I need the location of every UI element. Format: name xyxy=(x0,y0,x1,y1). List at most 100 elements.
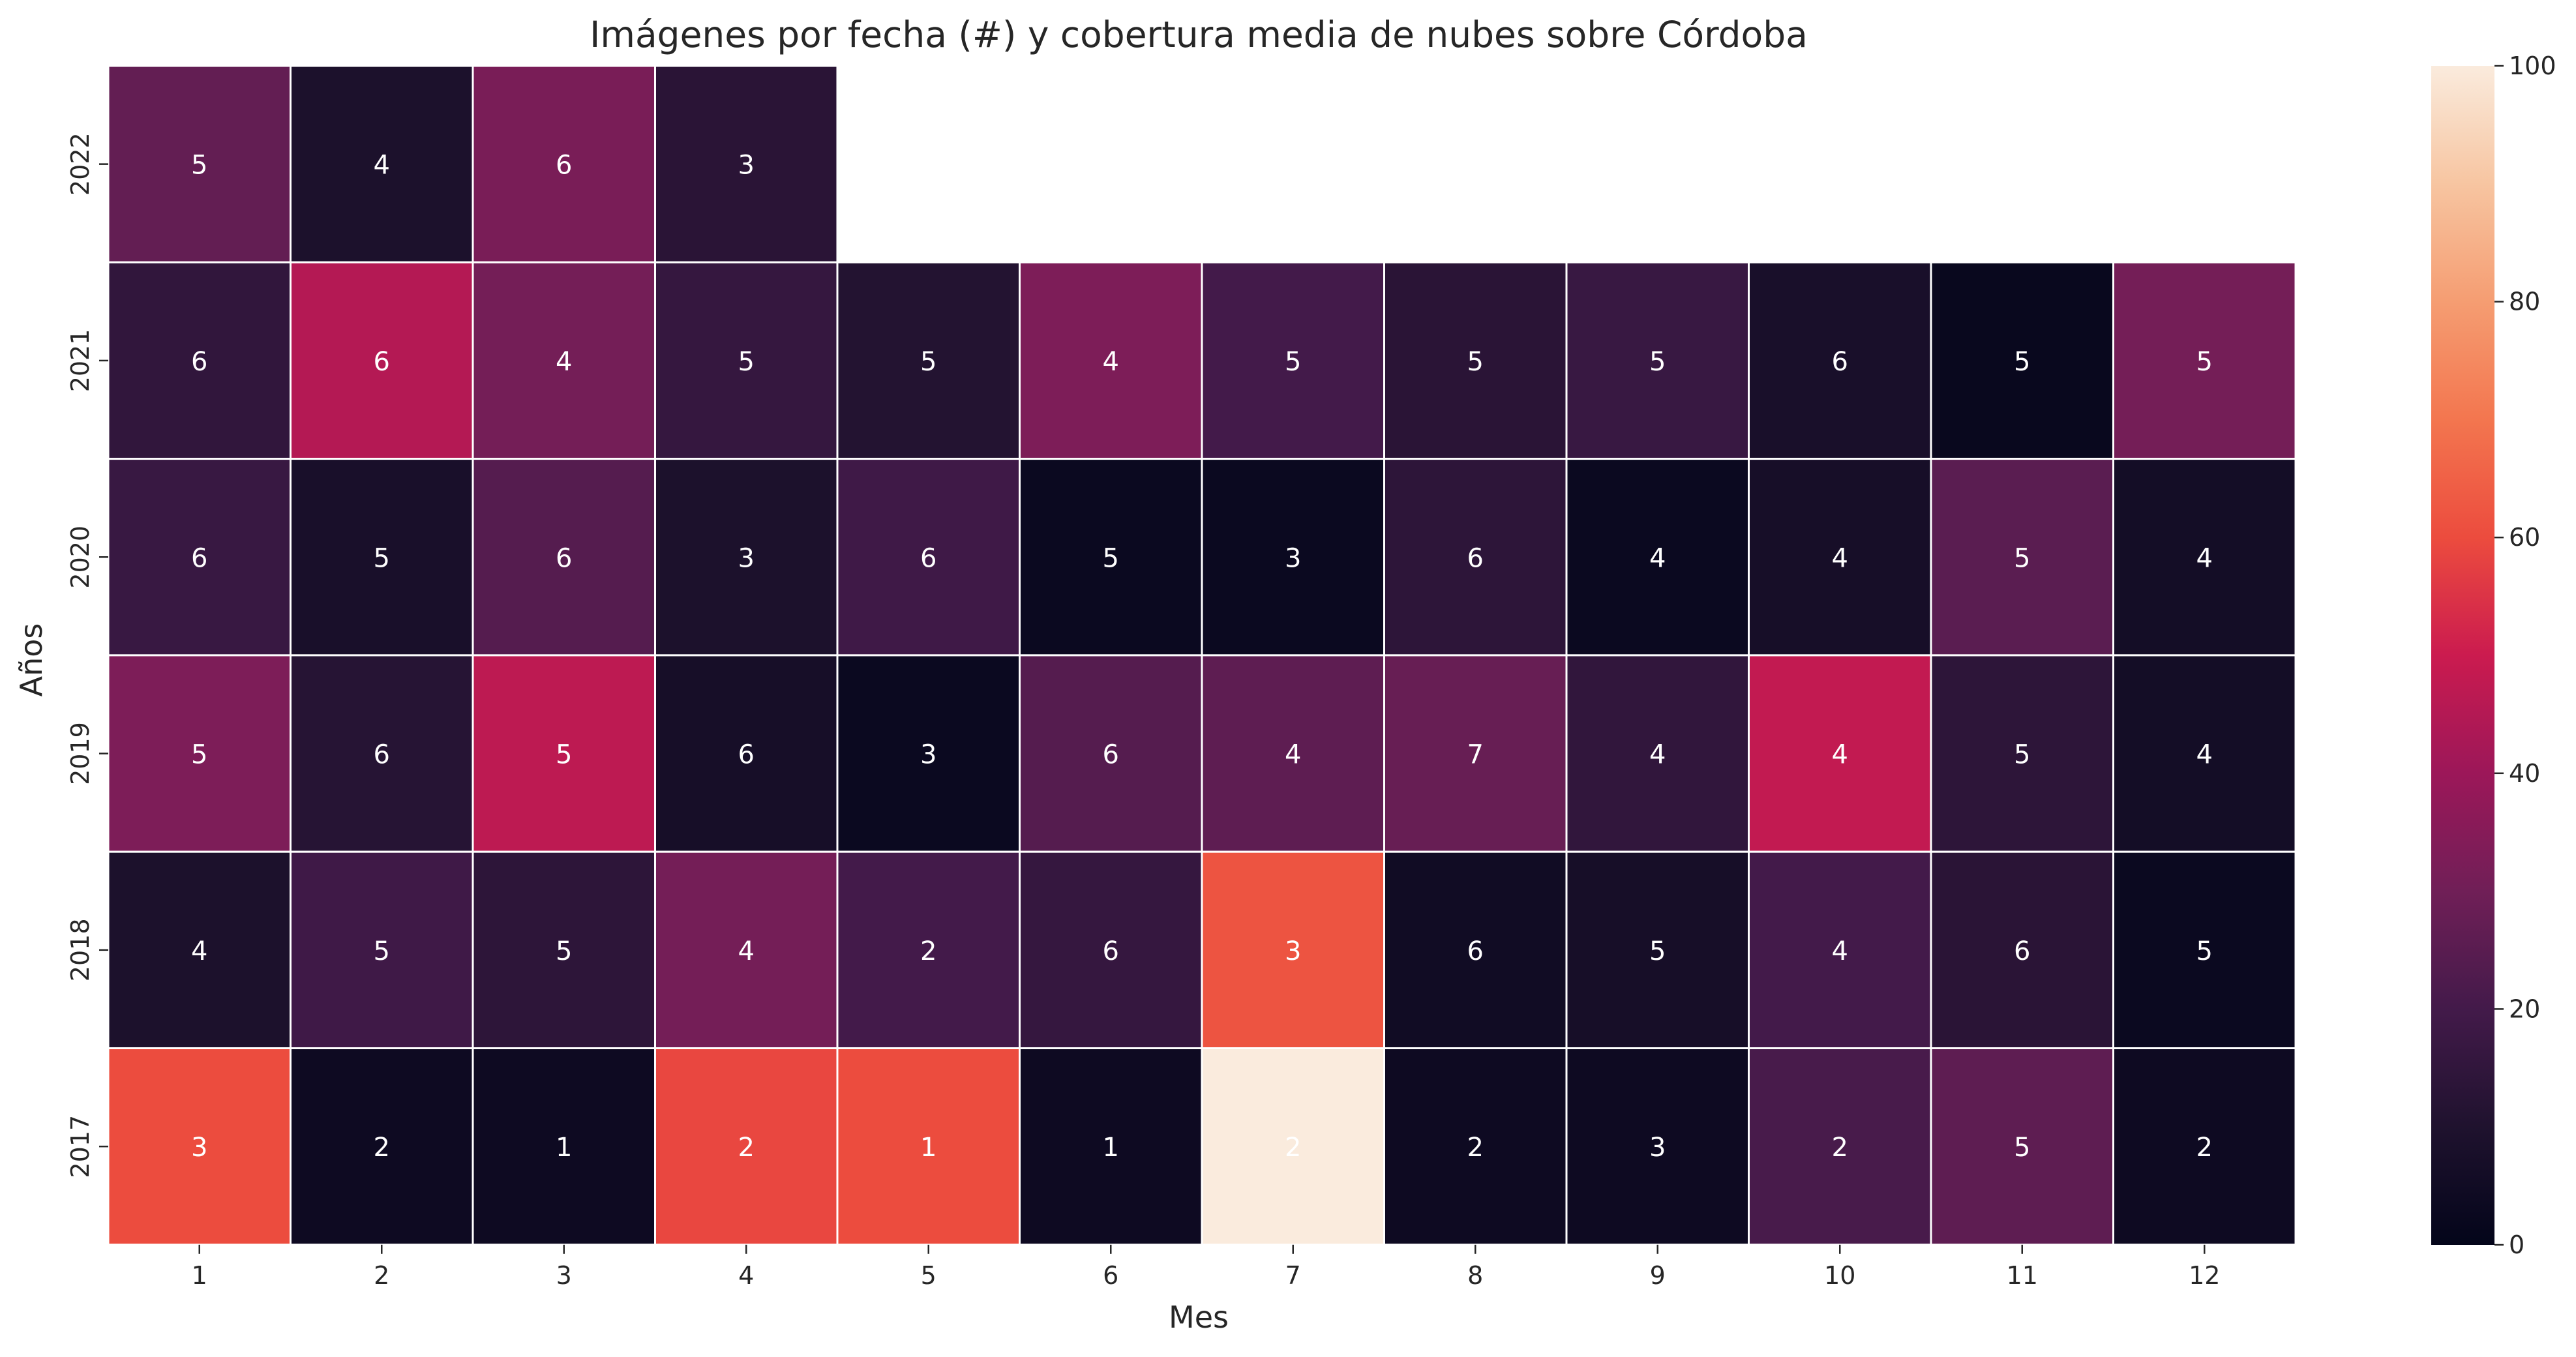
heatmap-cell xyxy=(1201,654,1385,853)
colorbar-tick-label: 0 xyxy=(2509,1230,2524,1259)
x-axis: 1 2 3 4 5 6 7 8 9 10 11 12 xyxy=(192,1244,2220,1290)
cell-annotation: 4 xyxy=(1285,740,1301,770)
cell-annotation: 5 xyxy=(2196,936,2213,966)
x-tick-label: 10 xyxy=(1824,1261,1855,1290)
heatmap-cell xyxy=(836,458,1021,657)
cell-annotation: 2 xyxy=(920,936,936,966)
colorbar-tick-label: 40 xyxy=(2509,759,2540,788)
heatmap-cell xyxy=(1748,850,1932,1049)
cell-annotation: 6 xyxy=(2014,936,2030,966)
heatmap-cell xyxy=(107,458,292,657)
cell-annotation: 5 xyxy=(1103,543,1119,573)
cell-annotation: 3 xyxy=(191,1133,207,1163)
heatmap-cell xyxy=(1565,654,1750,853)
cell-annotation: 5 xyxy=(374,936,390,966)
heatmap-cell xyxy=(290,850,474,1049)
cell-annotation: 6 xyxy=(1467,936,1484,966)
x-tick-label: 3 xyxy=(556,1261,572,1290)
heatmap-cell xyxy=(107,654,292,853)
heatmap-cell xyxy=(1565,850,1750,1049)
x-axis-label: Mes xyxy=(1169,1300,1229,1335)
colorbar: 0 20 40 60 80 100 xyxy=(2431,52,2556,1259)
heatmap-cell xyxy=(1019,261,1203,460)
heatmap-cell xyxy=(836,850,1021,1049)
cell-annotation: 6 xyxy=(374,347,390,377)
cell-annotation: 4 xyxy=(738,936,755,966)
cell-annotation: 3 xyxy=(738,151,755,181)
heatmap-cell xyxy=(1748,654,1932,853)
heatmap-cell xyxy=(2112,458,2297,657)
cell-annotation: 5 xyxy=(1467,347,1484,377)
heatmap-cells xyxy=(107,65,2297,1246)
cell-annotation: 1 xyxy=(920,1133,936,1163)
cell-annotation: 4 xyxy=(556,347,572,377)
x-tick-label: 1 xyxy=(192,1261,207,1290)
heatmap-cell xyxy=(836,1047,1021,1246)
cell-annotation: 5 xyxy=(191,151,207,181)
y-axis-label: Años xyxy=(14,623,49,697)
heatmap-cell xyxy=(290,261,474,460)
cell-annotation: 5 xyxy=(556,740,572,770)
cell-annotation: 4 xyxy=(1832,543,1848,573)
heatmap-cell xyxy=(1019,850,1203,1049)
cell-annotation: 2 xyxy=(1285,1133,1301,1163)
cell-annotation: 1 xyxy=(1103,1133,1119,1163)
heatmap-cell xyxy=(1201,850,1385,1049)
cell-annotation: 6 xyxy=(1103,936,1119,966)
chart-title: Imágenes por fecha (#) y cobertura media… xyxy=(590,14,1808,55)
cell-annotation: 4 xyxy=(1832,740,1848,770)
cell-annotation: 2 xyxy=(374,1133,390,1163)
y-tick-label: 2018 xyxy=(66,918,95,981)
heatmap-cell xyxy=(472,1047,656,1246)
cell-annotation: 5 xyxy=(2196,347,2213,377)
heatmap-cell xyxy=(1019,458,1203,657)
cell-annotation: 4 xyxy=(1649,543,1666,573)
heatmap-cell xyxy=(107,65,292,263)
cell-annotation: 4 xyxy=(191,936,207,966)
heatmap-cell xyxy=(2112,654,2297,853)
heatmap-cell xyxy=(107,261,292,460)
heatmap-cell xyxy=(1565,1047,1750,1246)
heatmap-cell xyxy=(1565,261,1750,460)
colorbar-tick-label: 80 xyxy=(2509,288,2540,316)
cell-annotation: 5 xyxy=(191,740,207,770)
cell-annotations: 5 4 6 3 6 6 4 5 5 4 5 5 5 6 5 5 6 5 6 3 6 5 3 6 4 4 5 4 5 6 5 6 3 6 4 7 4 4 5 4… xyxy=(191,151,2213,1163)
cell-annotation: 5 xyxy=(920,347,936,377)
cell-annotation: 3 xyxy=(738,543,755,573)
heatmap-cell xyxy=(654,458,839,657)
cell-annotation: 5 xyxy=(2014,543,2030,573)
y-tick-label: 2022 xyxy=(66,132,95,196)
heatmap-cell xyxy=(1748,261,1932,460)
cell-annotation: 5 xyxy=(556,936,572,966)
heatmap-cell xyxy=(1383,654,1568,853)
cell-annotation: 6 xyxy=(191,543,207,573)
heatmap-cell xyxy=(1930,850,2114,1049)
heatmap-cell xyxy=(1383,261,1568,460)
x-tick-label: 6 xyxy=(1103,1261,1118,1290)
heatmap-cell xyxy=(1930,654,2114,853)
x-tick-label: 11 xyxy=(2007,1261,2038,1290)
cell-annotation: 2 xyxy=(2196,1133,2213,1163)
cell-annotation: 6 xyxy=(191,347,207,377)
heatmap-cell xyxy=(1201,1047,1385,1246)
cell-annotation: 2 xyxy=(738,1133,755,1163)
heatmap-cell xyxy=(1565,458,1750,657)
cell-annotation: 4 xyxy=(2196,740,2213,770)
y-tick-label: 2019 xyxy=(66,722,95,785)
cell-annotation: 5 xyxy=(2014,740,2030,770)
cell-annotation: 3 xyxy=(920,740,936,770)
cell-annotation: 4 xyxy=(1103,347,1119,377)
cell-annotation: 5 xyxy=(1285,347,1301,377)
colorbar-gradient xyxy=(2431,66,2494,1245)
cell-annotation: 6 xyxy=(1832,347,1848,377)
cell-annotation: 3 xyxy=(1285,543,1301,573)
cell-annotation: 6 xyxy=(374,740,390,770)
cell-annotation: 4 xyxy=(374,151,390,181)
x-tick-label: 8 xyxy=(1467,1261,1483,1290)
heatmap-cell xyxy=(2112,850,2297,1049)
y-tick-label: 2021 xyxy=(66,329,95,393)
cell-annotation: 4 xyxy=(2196,543,2213,573)
colorbar-tick-label: 60 xyxy=(2509,523,2540,552)
